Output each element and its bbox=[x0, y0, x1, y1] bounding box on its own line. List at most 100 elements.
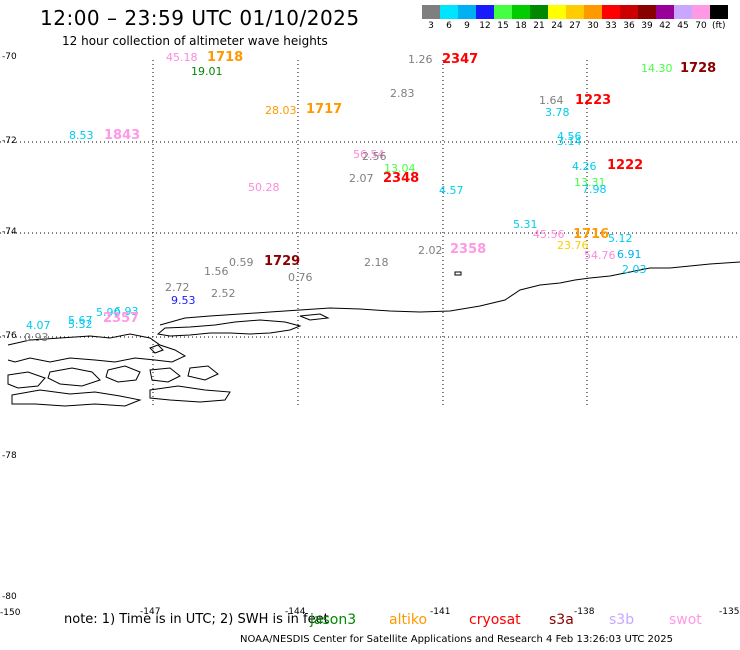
legend-label: 45 bbox=[677, 21, 689, 31]
wave-height-label: 1.26 bbox=[408, 53, 433, 66]
legend-label: 12 bbox=[479, 21, 491, 31]
pass-time-label: 1223 bbox=[575, 93, 612, 108]
island-5 bbox=[187, 365, 219, 381]
wave-height-label: 2.56 bbox=[362, 150, 387, 163]
lat-label-76: -76 bbox=[2, 331, 17, 341]
pass-time-label: 1729 bbox=[264, 254, 301, 269]
lon-label-141: -141 bbox=[430, 607, 451, 617]
pass-time-label: 1843 bbox=[104, 128, 141, 143]
island-4 bbox=[149, 367, 181, 383]
lat-label-74: -74 bbox=[2, 227, 17, 237]
wave-height-label: 54.76 bbox=[584, 249, 616, 262]
mission-altiko-label: altiko bbox=[389, 612, 428, 628]
legend-swatch bbox=[440, 5, 458, 19]
wave-height-label: 5.12 bbox=[608, 232, 633, 245]
wave-height-label: 13.04 bbox=[384, 162, 416, 175]
lat-label-78: -78 bbox=[2, 451, 17, 461]
legend-swatch bbox=[512, 5, 530, 19]
wave-height-label: 2.18 bbox=[364, 256, 389, 269]
wave-height-label: 5.90 bbox=[96, 306, 121, 319]
legend-swatch bbox=[602, 5, 620, 19]
lon-label-147: -147 bbox=[140, 607, 161, 617]
wave-height-label: 8.53 bbox=[69, 129, 94, 142]
wave-height-label: 45.56 bbox=[533, 228, 565, 241]
wave-height-label: 2.52 bbox=[211, 287, 236, 300]
coast-segment-inner bbox=[156, 319, 302, 337]
legend-swatch bbox=[692, 5, 710, 19]
pass-time-label: 2357 bbox=[103, 311, 140, 326]
lon-label-144: -144 bbox=[285, 607, 306, 617]
wave-height-label: 5.32 bbox=[68, 318, 93, 331]
legend-label: 15 bbox=[497, 21, 509, 31]
legend-swatch bbox=[476, 5, 494, 19]
pass-time-label: 2348 bbox=[383, 171, 420, 186]
wave-height-label: 19.01 bbox=[191, 65, 223, 78]
lat-label-80: -80 bbox=[2, 592, 17, 602]
wave-height-label: 9.53 bbox=[171, 294, 196, 307]
footnote: note: 1) Time is in UTC; 2) SWH is in fe… bbox=[64, 612, 329, 627]
wave-height-label: 50.28 bbox=[248, 181, 280, 194]
wave-height-label: 0.93 bbox=[24, 331, 49, 344]
legend-unit: (ft) bbox=[712, 21, 726, 31]
wave-height-label: 3.78 bbox=[545, 106, 570, 119]
legend-swatch bbox=[494, 5, 512, 19]
pass-time-label: 1728 bbox=[680, 61, 717, 76]
legend-label: 27 bbox=[569, 21, 581, 31]
islet-10 bbox=[299, 313, 330, 321]
wave-height-label: 0.76 bbox=[288, 271, 313, 284]
pass-time-label: 1716 bbox=[573, 227, 610, 242]
legend-swatch bbox=[584, 5, 602, 19]
legend-swatch bbox=[422, 5, 440, 19]
lon-label-150: -150 bbox=[0, 608, 21, 618]
wave-height-label: 7.98 bbox=[582, 183, 607, 196]
legend-swatch bbox=[620, 5, 638, 19]
pass-time-label: 1717 bbox=[306, 102, 343, 117]
lat-label-72: -72 bbox=[2, 136, 17, 146]
wave-height-label: 2.07 bbox=[349, 172, 374, 185]
legend-label: 3 bbox=[428, 21, 434, 31]
legend-label: 70 bbox=[695, 21, 707, 31]
legend-swatch bbox=[566, 5, 584, 19]
mission-jason3-label: jason3 bbox=[310, 612, 357, 628]
islet-9 bbox=[454, 271, 462, 276]
mission-s3b-label: s3b bbox=[609, 612, 635, 628]
wave-height-label: 2.72 bbox=[165, 281, 190, 294]
mission-cryosat-label: cryosat bbox=[469, 612, 521, 628]
wave-height-label: 6.93 bbox=[114, 305, 139, 318]
wave-height-label: 28.03 bbox=[265, 104, 297, 117]
legend-label: 24 bbox=[551, 21, 563, 31]
legend-swatch bbox=[674, 5, 692, 19]
legend-swatch bbox=[530, 5, 548, 19]
wave-height-label: 1.64 bbox=[539, 94, 564, 107]
wave-height-label: 13.31 bbox=[574, 176, 606, 189]
wave-height-label: 45.18 bbox=[166, 51, 198, 64]
wave-height-label: 1.56 bbox=[204, 265, 229, 278]
wave-height-label: 56.54 bbox=[353, 148, 385, 161]
legend-label: 39 bbox=[641, 21, 653, 31]
pass-time-label: 2347 bbox=[442, 52, 479, 67]
legend-label: 18 bbox=[515, 21, 527, 31]
island-6 bbox=[11, 389, 142, 407]
wave-height-label: 5.31 bbox=[513, 218, 538, 231]
island-1 bbox=[7, 371, 46, 389]
wave-height-label: 5.67 bbox=[68, 314, 93, 327]
legend-label: 36 bbox=[623, 21, 635, 31]
coastline bbox=[7, 261, 740, 407]
lon-label-138: -138 bbox=[574, 607, 595, 617]
legend-label: 6 bbox=[446, 21, 452, 31]
island-2 bbox=[47, 367, 101, 387]
legend-swatch bbox=[458, 5, 476, 19]
wave-height-label: 4.57 bbox=[439, 184, 464, 197]
mission-s3a-label: s3a bbox=[549, 612, 574, 628]
coast-segment-west bbox=[7, 333, 187, 363]
ice-shelf-edge bbox=[159, 261, 740, 326]
wave-height-label: 2.02 bbox=[418, 244, 443, 257]
pass-time-label: 1718 bbox=[207, 50, 244, 65]
legend-label: 33 bbox=[605, 21, 617, 31]
wave-height-label: 14.30 bbox=[641, 62, 673, 75]
wave-height-label: 2.83 bbox=[390, 87, 415, 100]
credit-line: NOAA/NESDIS Center for Satellite Applica… bbox=[240, 634, 673, 645]
legend-label: 9 bbox=[464, 21, 470, 31]
legend-label: 30 bbox=[587, 21, 599, 31]
